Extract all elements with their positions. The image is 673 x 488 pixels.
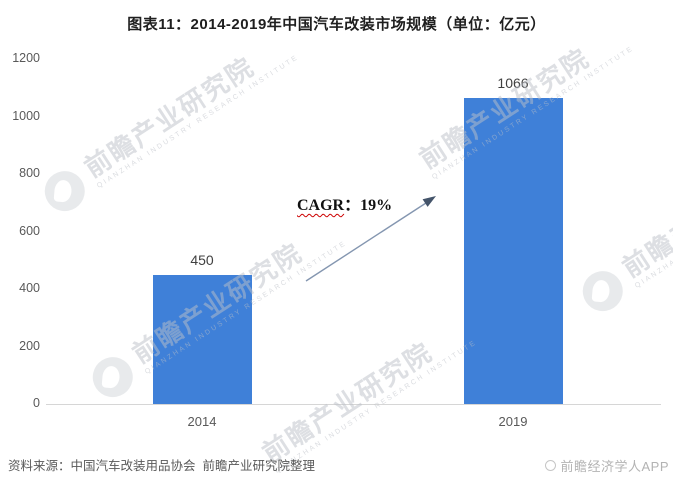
cagr-annotation-value: ：19% xyxy=(344,197,393,214)
source-note: 资料来源：中国汽车改装用品协会 前瞻产业研究院整理 xyxy=(8,459,315,473)
bar-value-2014: 450 xyxy=(190,252,214,268)
y-axis-tick-800: 800 xyxy=(19,166,40,180)
brand-label: 前瞻经济学人APP xyxy=(560,459,669,474)
y-axis-tick-600: 600 xyxy=(19,223,40,238)
chart-title: 图表11：2014-2019年中国汽车改装市场规模（单位：亿元） xyxy=(127,16,546,33)
bar-value-2019: 1066 xyxy=(497,75,529,91)
x-axis-label-2019: 2019 xyxy=(498,414,528,429)
y-axis-tick-400: 400 xyxy=(19,281,40,295)
bar-2014 xyxy=(152,275,252,404)
x-axis-label-2014: 2014 xyxy=(187,414,217,429)
y-axis-tick-1000: 1000 xyxy=(12,108,40,123)
y-axis-tick-0: 0 xyxy=(33,396,40,410)
y-axis-tick-200: 200 xyxy=(19,338,40,353)
y-axis-tick-1200: 1200 xyxy=(12,51,40,65)
x-axis-line xyxy=(46,404,661,405)
cagr-annotation-label: CAGR xyxy=(297,197,345,214)
brand-badge: 前瞻经济学人APP xyxy=(545,456,669,475)
cagr-annotation: CAGR：19% xyxy=(297,191,392,215)
bar-2019 xyxy=(463,98,563,404)
brand-logo-icon xyxy=(545,460,557,471)
